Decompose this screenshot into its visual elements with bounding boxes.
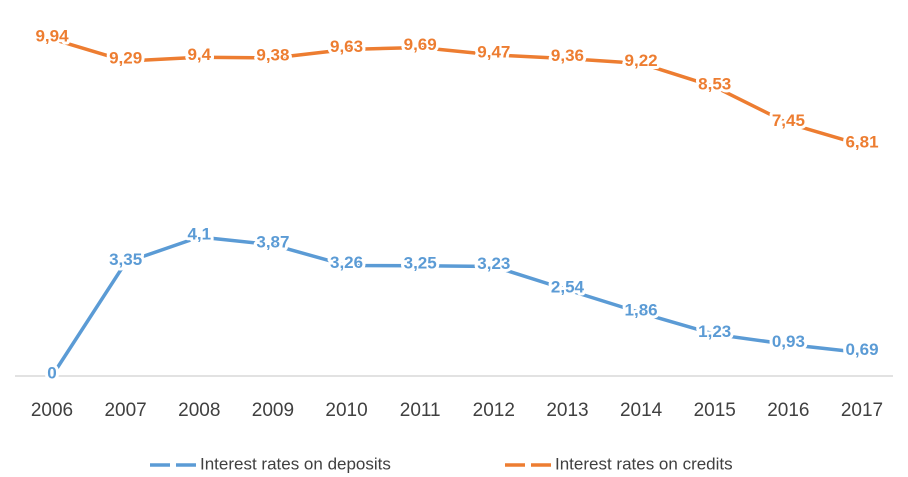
data-label: 2,54 [551, 277, 585, 296]
x-tick-label: 2008 [178, 400, 220, 421]
legend-label: Interest rates on deposits [200, 454, 391, 473]
data-label: 3,87 [256, 232, 289, 251]
data-label: 1,23 [698, 322, 731, 341]
series-line [51, 37, 863, 147]
x-tick-label: 2006 [31, 400, 73, 421]
data-label: 9,47 [477, 42, 510, 61]
x-tick-label: 2007 [104, 400, 146, 421]
data-label: 9,69 [404, 35, 437, 54]
series-line [50, 235, 863, 377]
data-label: 9,22 [625, 51, 658, 70]
data-label: 9,4 [187, 45, 211, 64]
x-tick-label: 2012 [473, 400, 515, 421]
x-tick-label: 2017 [841, 400, 883, 421]
x-tick-label: 2016 [767, 400, 809, 421]
data-label: 7,45 [772, 111, 805, 130]
x-tick-label: 2009 [252, 400, 294, 421]
data-label: 8,53 [698, 74, 731, 93]
data-label: 0 [47, 363, 56, 382]
data-label: 9,36 [551, 46, 584, 65]
data-label: 3,35 [109, 250, 142, 269]
data-label: 9,63 [330, 37, 363, 56]
data-label: 9,29 [109, 49, 142, 68]
data-label: 3,25 [404, 253, 437, 272]
data-label: 9,38 [256, 45, 289, 64]
legend-label: Interest rates on credits [555, 454, 733, 473]
data-label: 9,94 [35, 26, 69, 45]
data-label: 0,69 [845, 340, 878, 359]
x-tick-label: 2011 [400, 400, 441, 421]
data-label: 3,23 [477, 254, 510, 273]
x-tick-label: 2013 [546, 400, 588, 421]
data-label: 6,81 [845, 133, 878, 152]
x-tick-label: 2014 [620, 400, 663, 421]
data-label: 4,1 [187, 224, 211, 243]
data-label: 0,93 [772, 332, 805, 351]
x-tick-label: 2010 [325, 400, 367, 421]
data-label: 3,26 [330, 253, 363, 272]
data-label: 1,86 [625, 300, 658, 319]
x-tick-label: 2015 [694, 400, 736, 421]
